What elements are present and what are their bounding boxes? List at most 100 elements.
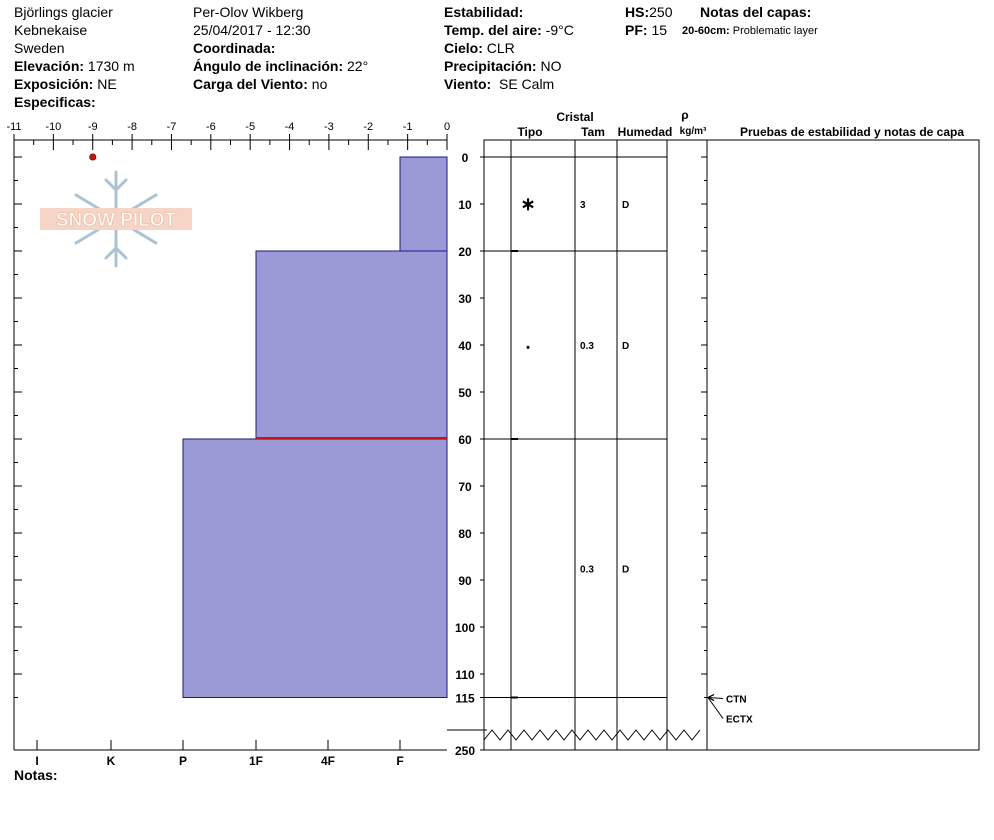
pf-value: 15 — [651, 22, 668, 38]
grain-type-symbol: • — [526, 342, 530, 354]
snowpilot-logo: SNOW PILOT — [40, 170, 192, 268]
hardness-tick-label: 1F — [249, 754, 263, 768]
temp-tick-label: -2 — [363, 121, 373, 133]
temp-tick-label: -10 — [45, 121, 61, 133]
table-break-zigzag — [483, 729, 701, 741]
depth-tick-label: 20 — [458, 245, 472, 259]
wind: Viento: SE Calm — [444, 75, 554, 93]
stability: Estabilidad: — [444, 3, 523, 21]
table-frame — [483, 139, 980, 751]
depth-tick-label: 115 — [455, 692, 475, 706]
depth-tick-label: 250 — [455, 744, 475, 758]
grain-type-symbol: ∗ — [520, 194, 535, 214]
sky: Cielo: CLR — [444, 39, 515, 57]
temp-tick-label: -5 — [245, 121, 255, 133]
temp-tick-label: -1 — [403, 121, 413, 133]
slope-label: Ángulo de inclinación: — [193, 58, 344, 74]
elevation-label: Elevación: — [14, 58, 85, 74]
hardness-layer-bar — [182, 438, 448, 698]
moisture-value: D — [622, 200, 629, 211]
air-temp-label: Temp. del aire: — [444, 22, 542, 38]
size-header: Tam — [581, 125, 605, 139]
depth-tick-label: 10 — [458, 198, 472, 212]
temperature-point — [89, 153, 97, 161]
depth-tick-label: 60 — [458, 433, 472, 447]
wind-load-value: no — [311, 76, 328, 92]
grain-size: 0.3 — [580, 341, 594, 352]
density-symbol: ρ — [681, 108, 688, 122]
temp-tick-label: -6 — [206, 121, 216, 133]
depth-tick-label: 70 — [458, 480, 472, 494]
layer-note-text: Problematic layer — [732, 25, 818, 37]
site-name: Björlings glacier — [14, 4, 113, 20]
sky-value: CLR — [486, 40, 515, 56]
elevation: Elevación: 1730 m — [14, 57, 135, 75]
specifics: Especificas: — [14, 93, 96, 111]
hs-value: 250 — [649, 4, 673, 20]
hardness-tick-label: P — [179, 754, 187, 768]
coord-label: Coordinada: — [193, 40, 276, 56]
depth-tick-label: 80 — [458, 527, 472, 541]
temp-tick-label: -8 — [127, 121, 137, 133]
specifics-label: Especificas: — [14, 94, 96, 110]
pf-label: PF: — [625, 22, 648, 38]
tests-header: Pruebas de estabilidad y notas de capa — [740, 125, 964, 139]
depth-tick-label: 100 — [455, 621, 475, 635]
coordinates: Coordinada: — [193, 39, 275, 57]
slope-value: 22° — [347, 58, 369, 74]
aspect-value: NE — [97, 76, 117, 92]
hardness-layer-bar — [399, 156, 448, 252]
layer-note-range: 20-60cm: — [682, 25, 730, 37]
pf: PF: 15 — [625, 21, 667, 39]
aspect-label: Exposición: — [14, 76, 94, 92]
depth-tick-label: 90 — [458, 574, 472, 588]
precipitation: Precipitación: NO — [444, 57, 561, 75]
hardness-tick-label: K — [107, 754, 116, 768]
precip-value: NO — [540, 58, 562, 74]
stability-test-label: ECTX — [726, 715, 753, 726]
wind-label: Viento: — [444, 76, 492, 92]
air-temp-value: -9°C — [545, 22, 574, 38]
notes: Notas: — [14, 766, 58, 784]
moisture-value: D — [622, 564, 629, 575]
depth-tick-label: 110 — [455, 668, 475, 682]
temp-tick-label: -4 — [285, 121, 295, 133]
layer-notes: Notas del capas: — [700, 3, 811, 21]
stability-label: Estabilidad: — [444, 4, 524, 20]
depth-tick-label: 0 — [462, 151, 469, 165]
temp-tick-label: -11 — [6, 121, 21, 133]
test-pointer-arrow — [706, 694, 715, 701]
layer-notes-label: Notas del capas: — [700, 4, 812, 20]
test-pointer-line — [707, 697, 724, 719]
moisture-header: Humedad — [618, 125, 673, 139]
hs: HS:250 — [625, 3, 672, 21]
wind-load-label: Carga del Viento: — [193, 76, 308, 92]
stability-test-label: CTN — [726, 695, 747, 706]
hs-label: HS: — [625, 4, 650, 20]
grain-size: 3 — [580, 200, 586, 211]
temp-tick-label: -9 — [88, 121, 98, 133]
depth-tick-label: 30 — [458, 292, 472, 306]
layer-note: 20-60cm: Problematic layer — [682, 22, 818, 40]
aspect: Exposición: NE — [14, 75, 117, 93]
hardness-tick-label: 4F — [321, 754, 335, 768]
hardness-tick-label: F — [396, 754, 403, 768]
air-temp: Temp. del aire: -9°C — [444, 21, 574, 39]
depth-tick-label: 50 — [458, 386, 472, 400]
precip-label: Precipitación: — [444, 58, 537, 74]
moisture-value: D — [622, 341, 629, 352]
logo-text: SNOW PILOT — [56, 210, 177, 231]
temp-tick-label: -7 — [167, 121, 177, 133]
crystal-header: Cristal — [556, 110, 593, 124]
type-header: Tipo — [517, 125, 542, 139]
elevation-value: 1730 m — [87, 58, 135, 74]
wind-value: SE Calm — [498, 76, 555, 92]
notes-label: Notas: — [14, 767, 58, 783]
sky-label: Cielo: — [444, 40, 483, 56]
temp-tick-label: 0 — [444, 121, 450, 133]
temp-tick-label: -3 — [324, 121, 334, 133]
slope-angle: Ángulo de inclinación: 22° — [193, 57, 368, 75]
test-pointer-line — [707, 697, 724, 699]
hardness-layer-bar — [255, 250, 448, 440]
